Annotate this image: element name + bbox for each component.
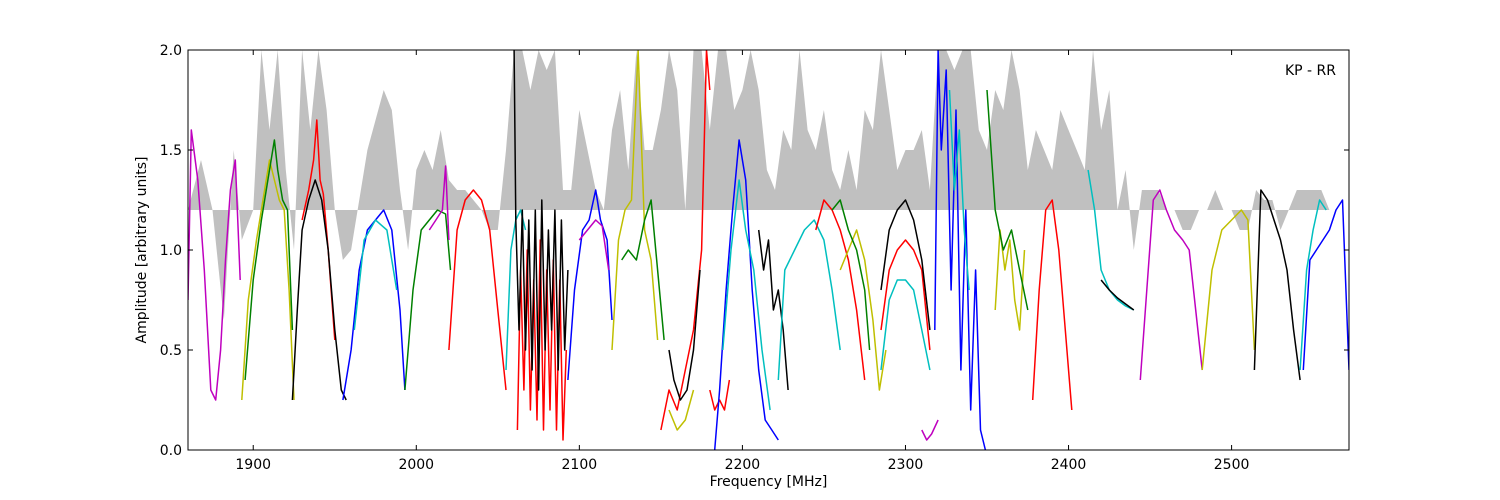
x-tick-label-2200: 2200 (725, 457, 761, 473)
series-line-32 (921, 419, 939, 441)
series-line-39 (1100, 279, 1135, 311)
x-tick-label-1900: 1900 (235, 457, 271, 473)
series-line-1 (188, 129, 241, 401)
series-line-3 (244, 139, 294, 381)
plot-area (188, 50, 1349, 450)
x-tick-label-2400: 2400 (1051, 457, 1087, 473)
series-line-43 (1299, 199, 1327, 371)
series-line-19 (668, 389, 695, 431)
series-line-30 (880, 239, 931, 351)
series-line-26 (815, 199, 866, 381)
series-line-44 (1302, 199, 1349, 371)
series-line-28 (831, 199, 871, 351)
series-line-24 (757, 229, 789, 391)
series-line-2 (241, 159, 295, 401)
series-line-7 (353, 219, 398, 331)
series-line-14 (567, 189, 613, 381)
series-line-15 (578, 219, 610, 271)
series-line-23 (722, 179, 771, 411)
series-line-25 (777, 219, 841, 381)
series-line-16 (611, 50, 659, 351)
series-line-18 (660, 50, 711, 431)
y-tick-label-1_5: 1.5 (160, 143, 182, 159)
x-axis-label: Frequency [MHz] (710, 474, 828, 490)
series-line-21 (709, 379, 731, 411)
series-line-37 (1031, 199, 1073, 411)
series-line-5 (291, 179, 347, 401)
x-tick-label-2500: 2500 (1214, 457, 1250, 473)
series-line-13 (513, 50, 569, 391)
y-tick-label-1: 1.0 (160, 243, 182, 259)
series-line-31 (880, 199, 931, 331)
series-line-34 (948, 89, 970, 291)
x-axis: 1900 2000 2100 2200 2300 2400 2500 (235, 50, 1249, 473)
x-tick-label-2100: 2100 (562, 457, 598, 473)
series-line-33 (934, 50, 987, 450)
y-axis-label: Amplitude [arbitrary units] (134, 157, 150, 344)
x-tick-label-2000: 2000 (398, 457, 434, 473)
series-line-17 (621, 199, 665, 341)
series-line-36 (986, 89, 1029, 311)
series-line-41 (1201, 209, 1256, 371)
x-tick-label-2300: 2300 (888, 457, 924, 473)
amplitude-envelope-band (188, 50, 1330, 320)
series-line-42 (1253, 189, 1301, 381)
y-tick-label-0: 0.0 (160, 443, 182, 459)
series-line-22 (713, 139, 779, 450)
y-tick-label-2: 2.0 (160, 43, 182, 59)
series-line-40 (1139, 189, 1203, 381)
series-line-27 (839, 229, 887, 391)
series-line-8 (404, 209, 452, 391)
series-line-35 (994, 229, 1026, 331)
series-line-10 (448, 189, 507, 391)
y-tick-label-0_5: 0.5 (160, 343, 182, 359)
y-axis: 0.0 0.5 1.0 1.5 2.0 (160, 43, 1349, 459)
baseline-annotation: KP - RR (1285, 63, 1336, 79)
series-line-9 (428, 165, 450, 241)
series-line-20 (668, 269, 701, 401)
series-line-29 (880, 279, 931, 371)
